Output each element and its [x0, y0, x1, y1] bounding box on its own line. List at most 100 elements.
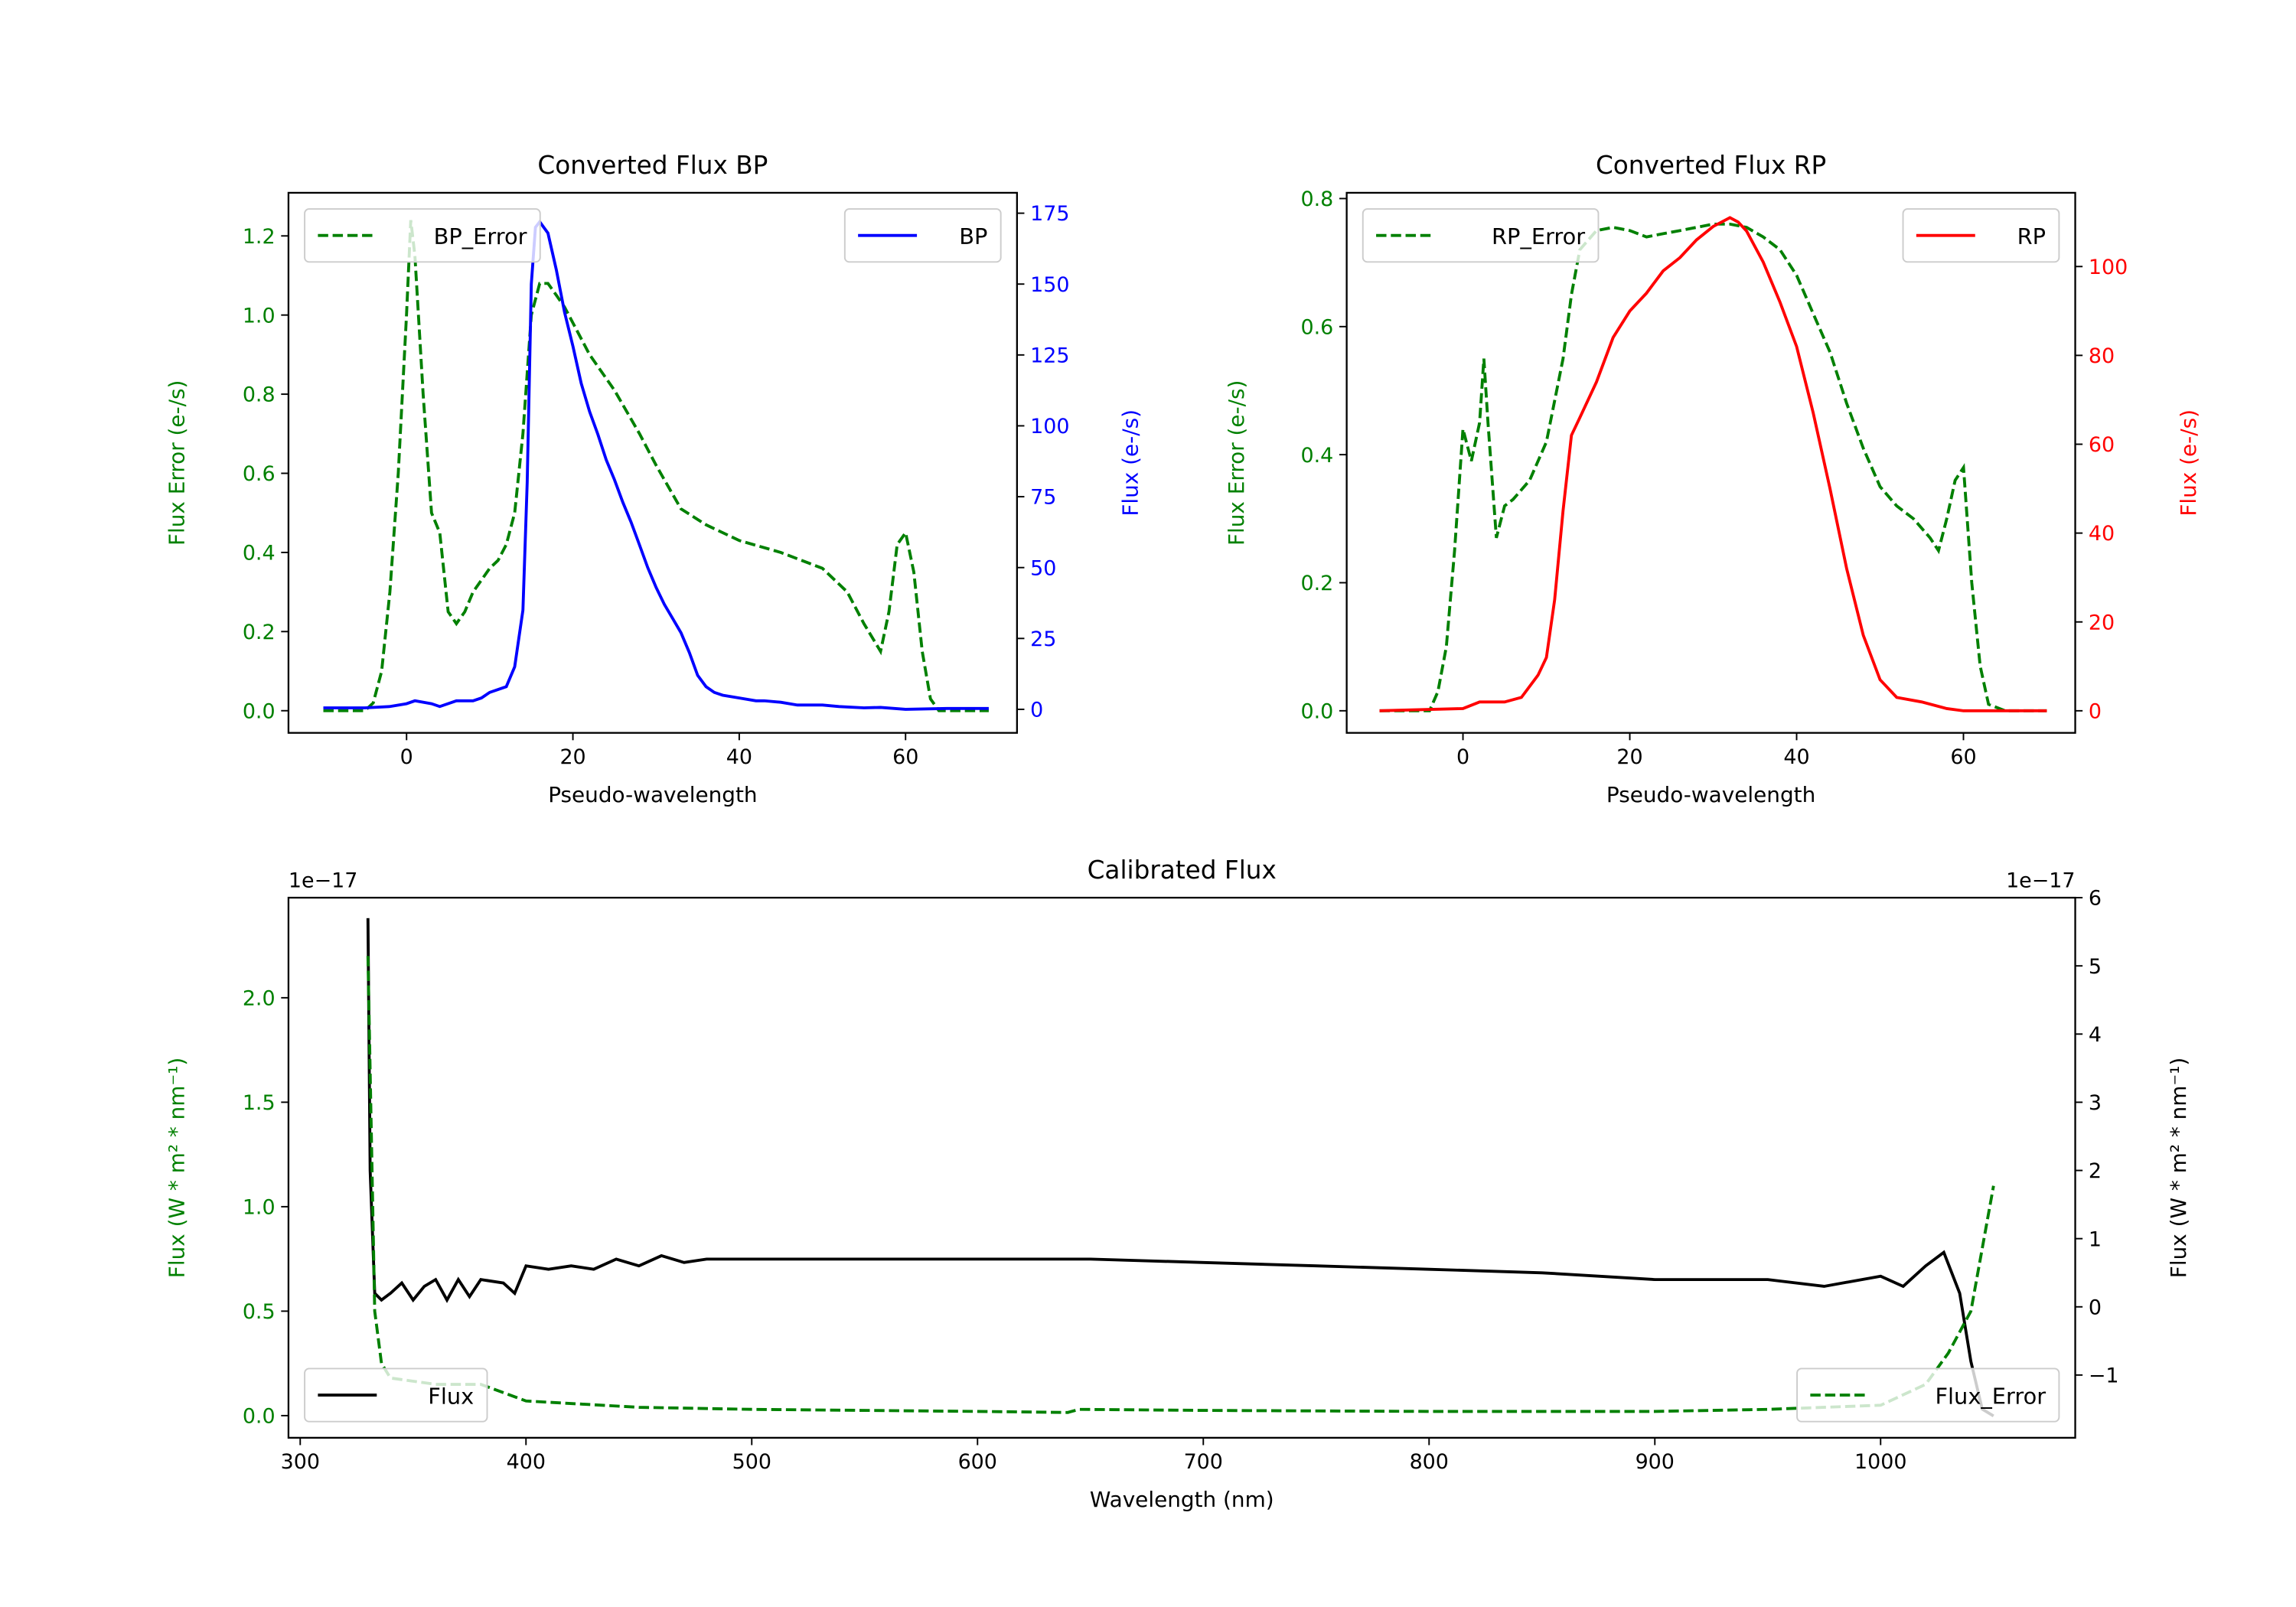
legend-box [1902, 208, 2060, 263]
legend-label: RP [2017, 223, 2046, 249]
chart-1: 0 20 40 60 0.0 0.2 0.4 0.6 0.8 0 20 40 60 80 100 Conver… [1224, 151, 2201, 807]
x-tick-label: 300 [281, 1450, 320, 1474]
x-axis-label: Wavelength (nm) [1090, 1487, 1274, 1512]
chart-title: Converted Flux RP [1596, 151, 1826, 180]
y-left-tick-label: 0.5 [243, 1300, 276, 1324]
series-line-flux [366, 918, 1994, 1418]
series-line-flux-error [366, 956, 1995, 1414]
y-right-tick-label: 100 [2089, 256, 2128, 279]
legend-rp: RP [1902, 208, 2060, 263]
legend-flux: Flux [304, 1367, 488, 1423]
y-right-tick-label: 25 [1030, 627, 1056, 651]
legend-label: BP_Error [434, 223, 527, 249]
x-axis-label: Pseudo-wavelength [1606, 782, 1815, 807]
x-tick-label: 0 [400, 745, 413, 769]
y-left-axis-label: Flux (W * m² * nm⁻¹) [164, 1058, 189, 1278]
x-tick-label: 400 [507, 1450, 546, 1474]
y-left-tick-label: 0.4 [243, 542, 276, 566]
legend-box [304, 1367, 488, 1423]
x-tick-label: 1000 [1854, 1450, 1906, 1474]
series-line-bp [323, 219, 989, 711]
y-right-tick-label: 6 [2089, 887, 2102, 911]
y-right-tick-label: −1 [2089, 1364, 2119, 1387]
y-right-tick-label: 2 [2089, 1159, 2102, 1183]
x-tick-label: 20 [559, 745, 585, 769]
y-left-tick-label: 0.6 [1301, 315, 1334, 339]
y-right-tick-label: 100 [1030, 415, 1069, 438]
y-right-tick-label: 175 [1030, 202, 1069, 226]
y-left-offset-label: 1e−17 [289, 869, 357, 893]
y-left-tick-label: 0.8 [1301, 187, 1334, 211]
y-left-axis-label: Flux Error (e-/s) [1224, 380, 1249, 546]
axes-frame [287, 896, 2076, 1439]
legend-bp: BP [843, 208, 1002, 263]
y-left-tick-label: 0.0 [243, 1405, 276, 1429]
x-tick-label: 0 [1456, 745, 1469, 769]
y-left-tick-label: 0.2 [1301, 572, 1334, 595]
y-right-tick-label: 75 [1030, 486, 1056, 510]
y-right-tick-label: 40 [2089, 522, 2115, 546]
y-right-axis-label: Flux (e-/s) [2176, 409, 2201, 517]
y-right-tick-label: 150 [1030, 273, 1069, 297]
x-tick-label: 800 [1410, 1450, 1449, 1474]
y-right-tick-label: 20 [2089, 611, 2115, 634]
x-tick-label: 20 [1616, 745, 1642, 769]
y-right-tick-label: 3 [2089, 1091, 2102, 1115]
legend-flux-error: Flux_Error [1796, 1367, 2060, 1423]
y-right-axis-label: Flux (e-/s) [1118, 409, 1143, 517]
x-tick-label: 60 [892, 745, 918, 769]
y-right-axis-label: Flux (W * m² * nm⁻¹) [2166, 1058, 2191, 1278]
legend-label: Flux [428, 1384, 474, 1410]
legend-box [1796, 1367, 2060, 1423]
y-left-tick-label: 0.0 [243, 699, 276, 723]
legend-rp-error: RP_Error [1362, 208, 1600, 263]
y-right-tick-label: 1 [2089, 1227, 2102, 1251]
x-tick-label: 40 [1783, 745, 1809, 769]
legend-label: Flux_Error [1935, 1384, 2046, 1410]
y-right-tick-label: 0 [2089, 699, 2102, 723]
legend-box [304, 208, 541, 263]
y-left-tick-label: 0.4 [1301, 444, 1334, 468]
x-tick-label: 900 [1636, 1450, 1675, 1474]
legend-label: BP [959, 223, 987, 249]
y-right-tick-label: 0 [1030, 699, 1043, 722]
legend-bp-error: BP_Error [304, 208, 541, 263]
chart-0: 0 20 40 60 0.0 0.2 0.4 0.6 0.8 1.0 1.2 0 25 50 75 100 12… [164, 151, 1143, 807]
legend-box [843, 208, 1002, 263]
axes-frame [1345, 191, 2076, 734]
x-tick-label: 700 [1184, 1450, 1223, 1474]
legend-box [1362, 208, 1600, 263]
y-right-tick-label: 125 [1030, 344, 1069, 367]
chart-title: Calibrated Flux [1088, 856, 1277, 885]
y-left-tick-label: 1.5 [243, 1091, 276, 1115]
y-right-tick-label: 4 [2089, 1023, 2102, 1047]
y-left-tick-label: 0.0 [1301, 699, 1334, 723]
x-tick-label: 40 [726, 745, 752, 769]
x-tick-label: 60 [1950, 745, 1976, 769]
y-right-tick-label: 80 [2089, 344, 2115, 368]
y-left-tick-label: 0.2 [243, 621, 276, 644]
y-right-tick-label: 60 [2089, 433, 2115, 457]
y-left-tick-label: 0.6 [243, 462, 276, 486]
series-line-rp-error [1379, 222, 2047, 712]
chart-title: Converted Flux BP [537, 151, 768, 180]
y-right-tick-label: 50 [1030, 556, 1056, 580]
x-axis-label: Pseudo-wavelength [548, 782, 757, 807]
x-tick-label: 500 [732, 1450, 771, 1474]
x-tick-label: 600 [958, 1450, 997, 1474]
y-left-tick-label: 1.2 [243, 225, 276, 249]
y-left-tick-label: 1.0 [243, 1195, 276, 1219]
y-right-offset-label: 1e−17 [2006, 869, 2075, 893]
y-left-axis-label: Flux Error (e-/s) [164, 380, 189, 546]
y-left-tick-label: 0.8 [243, 383, 276, 407]
y-left-tick-label: 2.0 [243, 986, 276, 1010]
series-line-rp [1379, 216, 2047, 712]
y-right-tick-label: 5 [2089, 955, 2102, 979]
y-right-tick-label: 0 [2089, 1296, 2102, 1319]
legend-label: RP_Error [1492, 223, 1585, 249]
series-line-bp-error [323, 220, 989, 712]
axes-frame [287, 191, 1018, 734]
y-left-tick-label: 1.0 [243, 304, 276, 328]
chart-2: 300 400 500 600 700 800 900 1000 0.0 0.5 1.0 1.5 2.0… [164, 856, 2190, 1512]
